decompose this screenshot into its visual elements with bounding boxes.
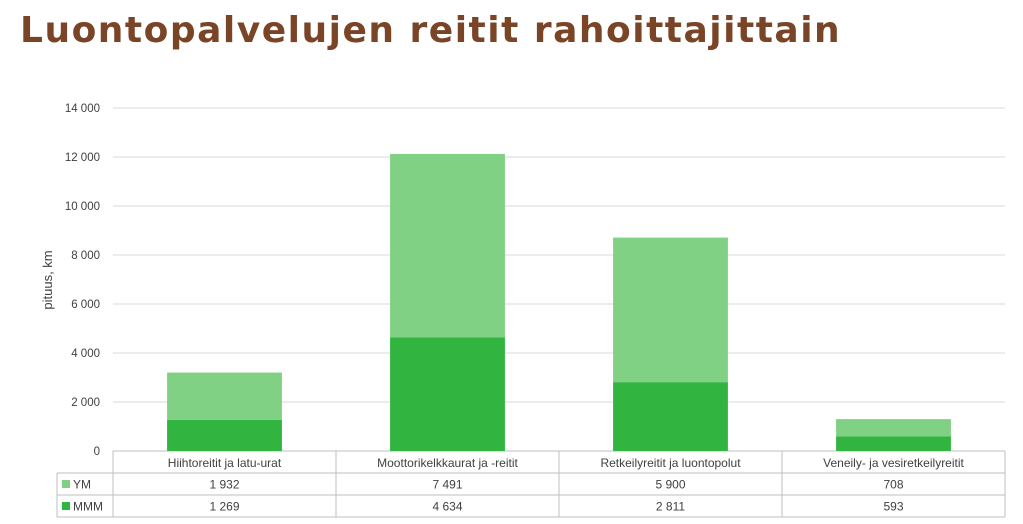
y-tick-label: 14 000 bbox=[65, 103, 100, 115]
data-label: 2 811 bbox=[656, 500, 685, 514]
bar-ym bbox=[390, 153, 505, 338]
bar-ym bbox=[613, 237, 728, 383]
y-tick-label: 6 000 bbox=[71, 299, 100, 311]
data-label: 1 932 bbox=[209, 478, 239, 492]
bar-ym bbox=[167, 372, 282, 420]
y-tick-label: 0 bbox=[94, 446, 100, 458]
legend-swatch-ym bbox=[62, 480, 70, 488]
y-tick-label: 10 000 bbox=[65, 201, 100, 213]
bar-mmm bbox=[390, 337, 505, 451]
bar-ym bbox=[836, 419, 951, 437]
data-label: 593 bbox=[883, 500, 903, 514]
legend-label-ym: YM bbox=[73, 478, 91, 492]
y-tick-label: 12 000 bbox=[65, 152, 100, 164]
data-label: 5 900 bbox=[655, 478, 685, 492]
x-category-label: Hiihtoreitit ja latu-urat bbox=[168, 456, 282, 470]
bar-mmm bbox=[836, 436, 951, 451]
data-label: 7 491 bbox=[432, 478, 462, 492]
legend-label-mmm: MMM bbox=[73, 500, 103, 514]
y-tick-label: 4 000 bbox=[71, 348, 100, 360]
bar-mmm bbox=[613, 382, 728, 451]
data-label: 708 bbox=[883, 478, 903, 492]
y-tick-label: 8 000 bbox=[71, 250, 100, 262]
x-category-label: Moottorikelkkaurat ja -reitit bbox=[377, 456, 518, 470]
x-category-label: Veneily- ja vesiretkeilyreitit bbox=[823, 456, 964, 470]
x-category-label: Retkeilyreitit ja luontopolut bbox=[600, 456, 741, 470]
data-label: 1 269 bbox=[209, 500, 239, 514]
bar-mmm bbox=[167, 419, 282, 451]
y-axis-label: pituus, km bbox=[40, 250, 55, 309]
y-tick-label: 2 000 bbox=[71, 397, 100, 409]
data-label: 4 634 bbox=[432, 500, 462, 514]
legend-swatch-mmm bbox=[62, 502, 70, 510]
page-title: Luontopalvelujen reitit rahoittajittain bbox=[20, 10, 842, 51]
